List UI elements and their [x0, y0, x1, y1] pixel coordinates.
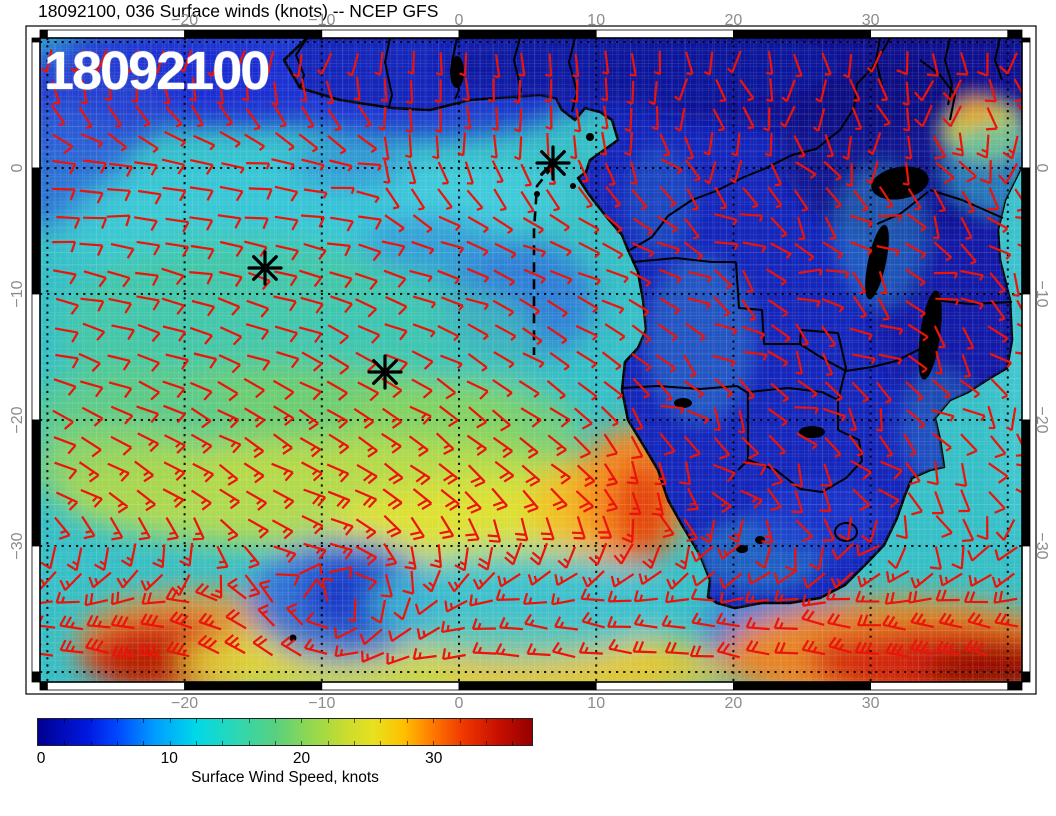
x-axis-tick-bottom: 30 [861, 695, 880, 712]
colorbar-tick-label: 10 [160, 750, 178, 767]
colorbar-tick-label: 20 [292, 750, 311, 767]
colorbar [37, 718, 533, 746]
x-axis-tick-top: 10 [587, 12, 606, 29]
colorbar-minor-tick [327, 741, 329, 745]
x-axis-tick-top: −10 [308, 12, 336, 29]
colorbar-minor-tick [512, 719, 514, 723]
x-axis-tick-bottom: −10 [308, 695, 336, 712]
colorbar-minor-tick [90, 719, 92, 723]
colorbar-minor-tick [275, 741, 277, 745]
colorbar-minor-tick [433, 741, 435, 745]
y-axis-tick-left: −20 [9, 406, 26, 434]
colorbar-minor-tick [354, 741, 356, 745]
colorbar-minor-tick [90, 741, 92, 745]
x-axis-tick-top: 30 [861, 12, 880, 29]
station-markers [247, 145, 571, 390]
colorbar-minor-tick [143, 741, 145, 745]
x-axis-tick-top: 20 [724, 12, 743, 29]
y-axis-tick-right: 0 [1033, 163, 1050, 173]
colorbar-minor-tick [485, 719, 487, 723]
y-axis-tick-right: −10 [1033, 280, 1050, 308]
colorbar-minor-tick [169, 719, 171, 723]
map-frame [25, 25, 1037, 695]
colorbar-tick-label: 30 [425, 750, 443, 767]
y-axis-tick-left: 0 [9, 163, 26, 173]
colorbar-tick-label: 0 [36, 750, 46, 767]
colorbar-minor-tick [275, 719, 277, 723]
colorbar-minor-tick [380, 741, 382, 745]
colorbar-minor-tick [64, 719, 66, 723]
asterisk-marker [247, 250, 283, 286]
data-grid-mesh-coarse [40, 38, 1022, 682]
island-dot [586, 133, 594, 141]
colorbar-minor-tick [406, 741, 408, 745]
x-axis-tick-bottom: −20 [171, 695, 199, 712]
dashed-track-line [532, 165, 555, 355]
colorbar-minor-tick [433, 719, 435, 723]
colorbar-minor-tick [459, 719, 461, 723]
x-axis-tick-bottom: 20 [724, 695, 743, 712]
colorbar-minor-tick [222, 719, 224, 723]
wind-barbs-layer [40, 49, 1022, 666]
asterisk-marker [535, 145, 571, 181]
colorbar-minor-tick [354, 719, 356, 723]
colorbar-minor-tick [301, 741, 303, 745]
y-axis-tick-left: −10 [9, 280, 26, 308]
colorbar-minor-tick [117, 741, 119, 745]
colorbar-minor-tick [512, 741, 514, 745]
y-axis-tick-right: −30 [1033, 532, 1050, 560]
colorbar-minor-tick [143, 719, 145, 723]
colorbar-minor-tick [301, 719, 303, 723]
lakes [450, 56, 942, 553]
island-dot [570, 183, 576, 189]
island-dot [289, 634, 297, 642]
colorbar-minor-tick [196, 719, 198, 723]
colorbar-minor-tick [169, 741, 171, 745]
map-timestamp-label: 18092100 [44, 41, 270, 101]
y-axis-tick-left: −30 [9, 532, 26, 560]
colorbar-minor-tick [380, 719, 382, 723]
asterisk-marker [367, 354, 403, 390]
colorbar-minor-tick [222, 741, 224, 745]
colorbar-minor-tick [117, 719, 119, 723]
y-axis-tick-right: −20 [1033, 406, 1050, 434]
outer-frame [25, 25, 1037, 695]
map-canvas [40, 38, 1022, 682]
x-axis-tick-top: 0 [454, 12, 464, 29]
x-axis-tick-top: −20 [171, 12, 199, 29]
graticule [40, 38, 1022, 682]
figure-title: 18092100, 036 Surface winds (knots) -- N… [38, 1, 439, 21]
map-border [39, 37, 1023, 683]
colorbar-minor-tick [248, 719, 250, 723]
colorbar-minor-tick [196, 741, 198, 745]
x-axis-tick-bottom: 10 [587, 695, 606, 712]
colorbar-minor-tick [248, 741, 250, 745]
colorbar-caption: Surface Wind Speed, knots [191, 769, 379, 786]
x-axis-tick-bottom: 0 [454, 695, 464, 712]
colorbar-minor-tick [406, 719, 408, 723]
colorbar-minor-tick [64, 741, 66, 745]
colorbar-minor-tick [327, 719, 329, 723]
colorbar-minor-tick [459, 741, 461, 745]
colorbar-minor-tick [485, 741, 487, 745]
